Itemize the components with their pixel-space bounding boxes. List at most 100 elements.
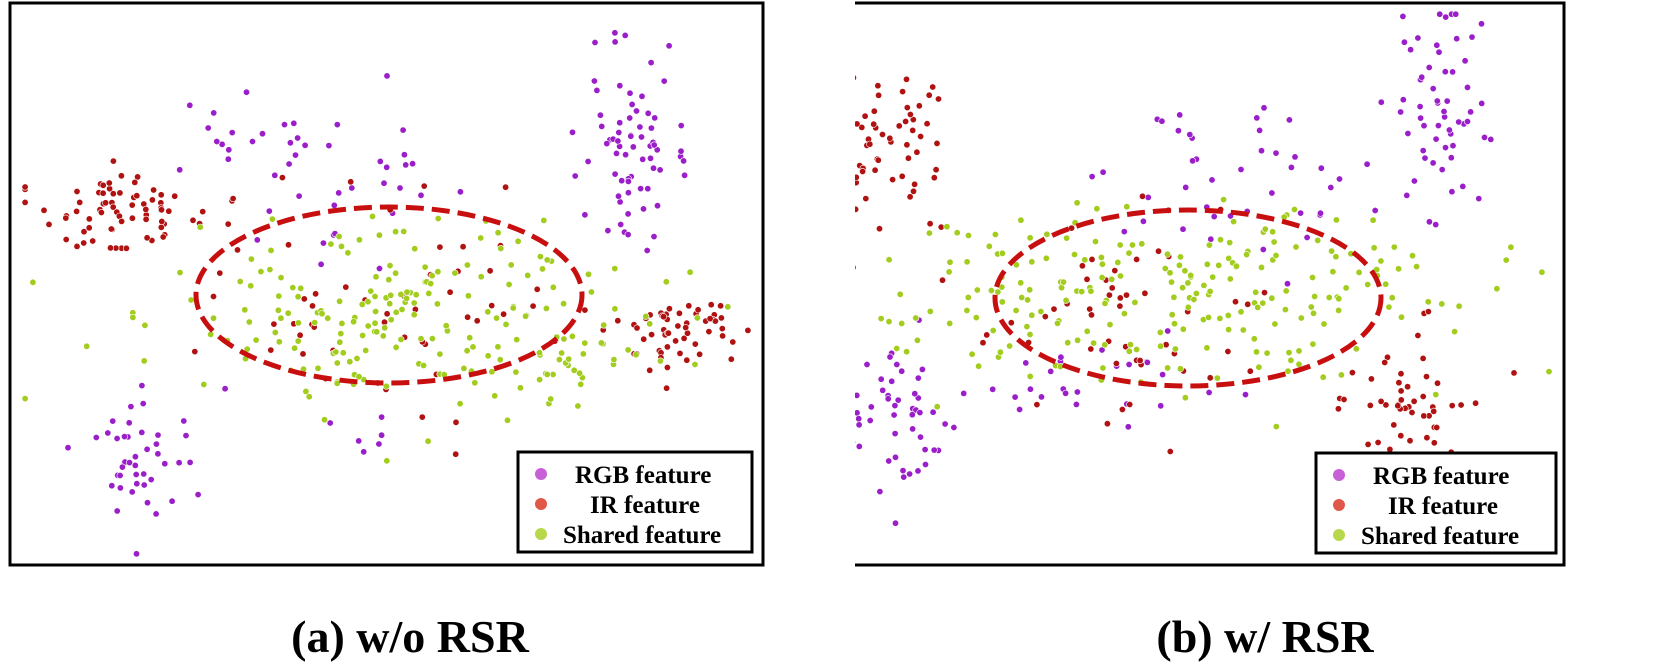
point-rgb <box>637 133 645 141</box>
point-shared <box>1216 314 1224 322</box>
point-rgb <box>1371 207 1379 215</box>
point-ir <box>459 243 467 251</box>
point-shared <box>945 268 953 276</box>
point-rgb <box>598 122 606 130</box>
point-ir <box>62 214 70 222</box>
point-ir <box>729 338 737 346</box>
point-shared <box>1073 199 1081 207</box>
point-ir <box>1419 392 1427 400</box>
point-rgb <box>355 437 363 445</box>
point-shared <box>1101 341 1109 349</box>
point-rgb <box>891 453 899 461</box>
point-rgb <box>1417 114 1425 122</box>
point-ir <box>464 313 472 321</box>
point-rgb <box>867 403 875 411</box>
point-rgb <box>628 100 636 108</box>
point-ir <box>452 418 460 426</box>
point-shared <box>29 278 37 286</box>
point-shared <box>509 304 517 312</box>
point-ir <box>296 331 304 339</box>
point-shared <box>484 308 492 316</box>
point-rgb <box>877 375 885 383</box>
point-rgb <box>378 413 386 421</box>
point-rgb <box>131 453 139 461</box>
point-shared <box>1090 339 1098 347</box>
point-ir <box>171 192 179 200</box>
point-shared <box>503 416 511 424</box>
point-shared <box>584 270 592 278</box>
scatter-plot-b: RGB feature IR feature Shared feature <box>855 1 1566 567</box>
point-rgb <box>1449 142 1457 150</box>
point-ir <box>926 220 934 228</box>
point-shared <box>294 337 302 345</box>
point-rgb <box>131 461 139 469</box>
point-ir <box>189 216 197 224</box>
point-ir <box>99 189 107 197</box>
point-shared <box>387 316 395 324</box>
point-rgb <box>360 448 368 456</box>
point-rgb <box>1468 33 1476 41</box>
point-ir <box>1395 379 1403 387</box>
point-ir <box>665 305 673 313</box>
point-ir <box>128 201 136 209</box>
point-shared <box>691 360 699 368</box>
point-ir <box>1397 432 1405 440</box>
points-a <box>21 29 752 558</box>
point-shared <box>397 335 405 343</box>
point-ir <box>529 302 537 310</box>
point-shared <box>302 387 310 395</box>
point-ir <box>109 157 117 165</box>
point-rgb <box>133 550 141 558</box>
point-rgb <box>637 185 645 193</box>
point-rgb <box>639 205 647 213</box>
point-shared <box>1028 258 1036 266</box>
point-shared <box>1355 268 1363 276</box>
point-rgb <box>1259 246 1267 254</box>
point-shared <box>428 335 436 343</box>
point-ir <box>73 207 81 215</box>
point-rgb <box>1419 147 1427 155</box>
point-shared <box>385 276 393 284</box>
point-ir <box>859 168 867 176</box>
point-ir <box>1340 395 1348 403</box>
point-rgb <box>1144 193 1152 201</box>
point-shared <box>1181 267 1189 275</box>
point-rgb <box>1062 389 1070 397</box>
point-rgb <box>624 189 632 197</box>
point-rgb <box>1011 393 1019 401</box>
point-rgb <box>914 374 922 382</box>
point-rgb <box>616 198 624 206</box>
point-rgb <box>138 382 146 390</box>
point-rgb <box>638 92 646 100</box>
point-shared <box>1307 303 1315 311</box>
point-shared <box>1272 423 1280 431</box>
point-shared <box>1370 244 1378 252</box>
point-shared <box>277 314 285 322</box>
point-rgb <box>918 365 926 373</box>
point-shared <box>274 306 282 314</box>
point-shared <box>1018 293 1026 301</box>
point-rgb <box>1210 213 1218 221</box>
point-rgb <box>1260 104 1268 112</box>
point-ir <box>871 166 879 174</box>
point-shared <box>646 320 654 328</box>
point-rgb <box>884 395 892 403</box>
point-shared <box>373 328 381 336</box>
point-shared <box>210 314 218 322</box>
point-shared <box>1413 263 1421 271</box>
point-rgb <box>855 439 856 445</box>
point-rgb <box>376 157 384 165</box>
point-ir <box>1126 400 1134 408</box>
point-rgb <box>400 151 408 159</box>
point-ir <box>85 215 93 223</box>
point-shared <box>382 382 390 390</box>
point-ir <box>158 206 166 214</box>
point-shared <box>1161 264 1169 272</box>
point-shared <box>140 357 148 365</box>
point-shared <box>943 223 951 231</box>
point-shared <box>318 310 326 318</box>
point-rgb <box>147 476 155 484</box>
point-ir <box>875 225 883 233</box>
point-ir <box>80 239 88 247</box>
point-rgb <box>326 419 334 427</box>
